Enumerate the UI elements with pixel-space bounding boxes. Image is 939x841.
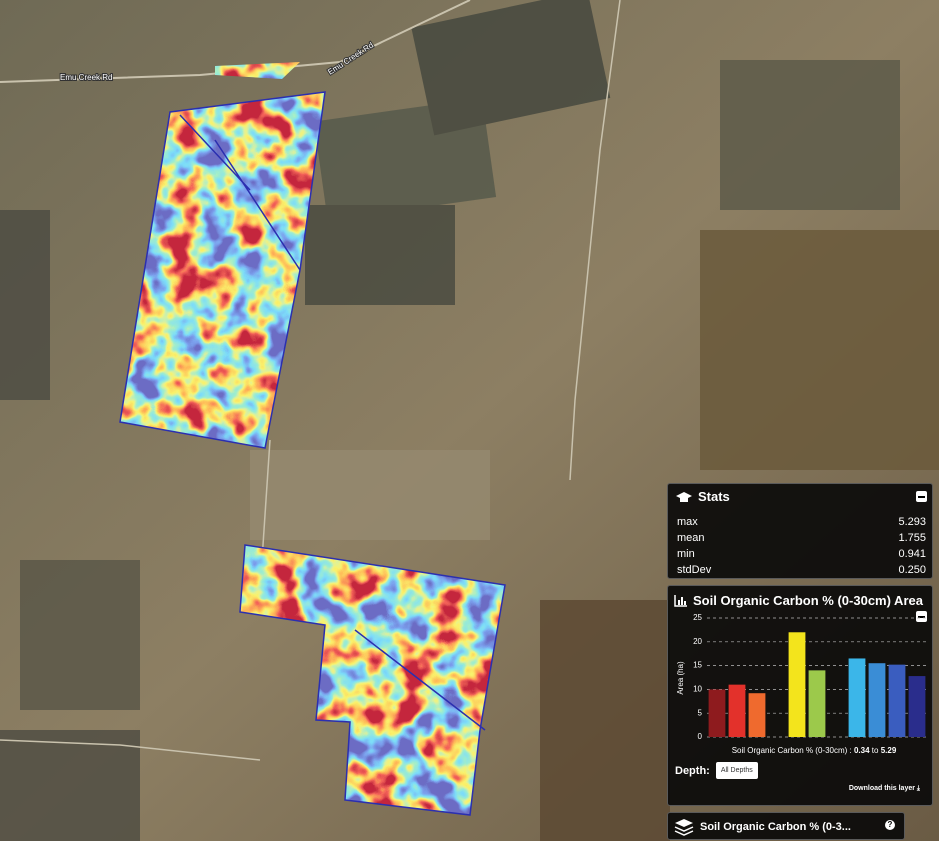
y-tick-label: 5 [698,708,703,717]
bar [728,684,746,737]
stat-row: stdDev 0.250 [668,562,932,578]
x-range-min: 0.34 [854,746,870,755]
depth-button[interactable]: All Depths [715,762,758,779]
chart-icon [674,594,687,607]
stat-name: stdDev [677,564,712,576]
stat-value: 1.755 [898,532,926,544]
bar [788,632,806,737]
bar [748,693,766,737]
bar [708,689,726,737]
layers-icon [674,819,694,836]
help-icon[interactable]: ? [885,820,895,830]
chart: Area (ha) Soil Organic Carbon % (0-30cm)… [676,613,927,755]
bar [908,676,926,737]
stat-value: 0.250 [898,564,926,576]
stats-title: Stats [698,489,730,504]
download-link[interactable]: Download this layer ⤓ [848,785,920,792]
collapse-button[interactable] [916,611,927,622]
stat-name: max [677,516,698,528]
stat-name: min [677,548,695,560]
depth-control: Depth: All Depths [675,762,758,779]
stat-row: max 5.293 [668,514,932,530]
bar [808,670,826,737]
field-boundaries [119,91,506,816]
x-range-to: to [872,746,879,755]
y-tick-label: 25 [693,613,702,622]
chart-panel: Soil Organic Carbon % (0-30cm) Area Area… [667,585,933,806]
x-range-max: 5.29 [881,746,897,755]
stat-row: min 0.941 [668,546,932,562]
depth-label: Depth: [675,764,710,777]
stat-name: mean [677,532,705,544]
y-tick-label: 0 [698,732,703,741]
layer-bar[interactable]: Soil Organic Carbon % (0-3... ? [667,812,905,840]
chart-title: Soil Organic Carbon % (0-30cm) Area [693,593,923,608]
stats-rows: max 5.293 mean 1.755 min 0.941 stdDev 0.250 [668,514,932,578]
road-label: Emu Creek Rd [60,73,112,82]
stat-row: mean 1.755 [668,530,932,546]
y-axis-label: Area (ha) [676,661,685,695]
y-tick-label: 20 [693,637,702,646]
y-tick-label: 15 [693,661,702,670]
cap-icon [676,491,692,502]
chart-header: Soil Organic Carbon % (0-30cm) Area [668,586,932,615]
stats-panel: Stats max 5.293 mean 1.755 min 0.941 stdDev 0.2… [667,483,933,579]
x-axis-label: Soil Organic Carbon % (0-30cm) : 0.34 to… [732,746,897,755]
y-tick-label: 10 [693,685,702,694]
layer-title: Soil Organic Carbon % (0-3... [700,821,851,833]
stat-value: 0.941 [898,548,926,560]
stat-value: 5.293 [898,516,926,528]
layer-header: Soil Organic Carbon % (0-3... [668,813,904,841]
bar [868,663,886,737]
bar [848,658,866,737]
download-text: Download this layer [848,785,915,792]
bar [888,664,906,737]
stats-header: Stats [668,484,932,508]
x-axis-title: Soil Organic Carbon % (0-30cm) : [732,746,852,755]
collapse-button[interactable] [916,491,927,502]
